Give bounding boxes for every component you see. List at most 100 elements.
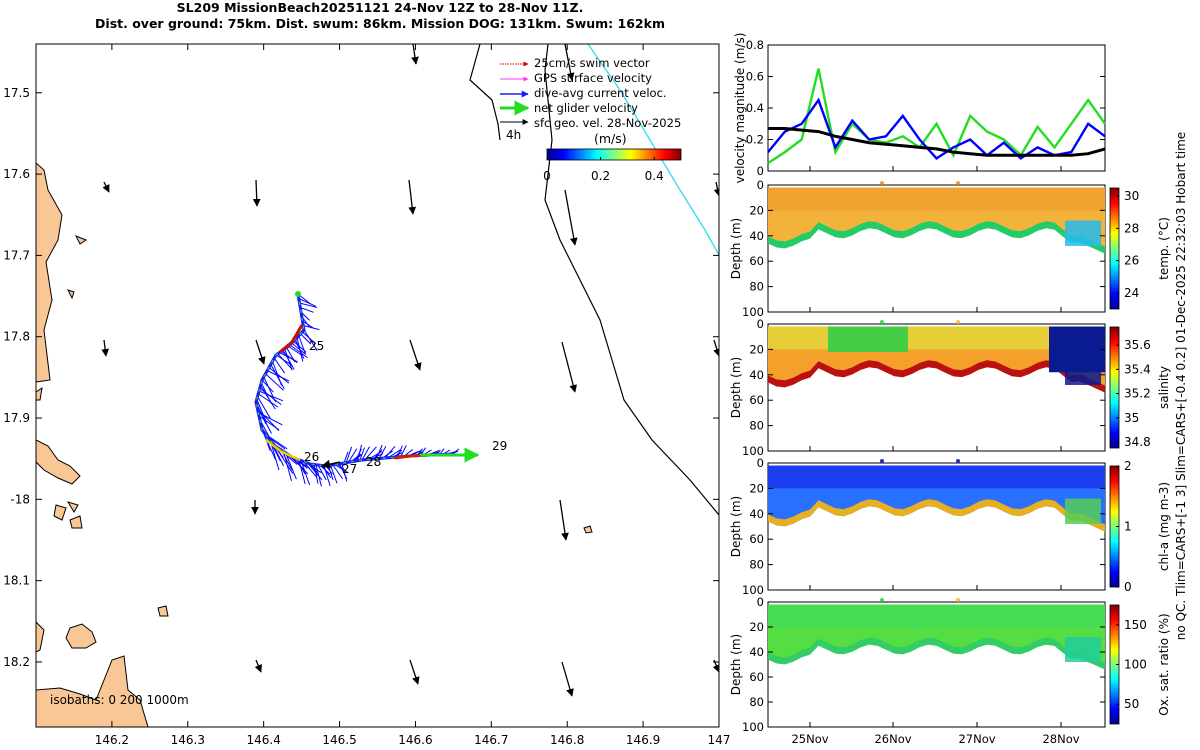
velocity-axes (767, 44, 1106, 172)
velocity-ytick-label: 0.4 (746, 101, 764, 115)
section-surface-layer (768, 465, 1105, 489)
section-ytick-label: 80 (749, 419, 764, 433)
current-vector (317, 464, 327, 481)
current-vector (313, 464, 319, 484)
map-ytick-label: 17.7 (3, 248, 30, 262)
map-ytick-label: 17.8 (3, 330, 30, 344)
velocity-lines (767, 68, 1106, 165)
current-vector (330, 465, 338, 484)
section-green-patch (828, 326, 908, 352)
section-ytick-label: 80 (749, 280, 764, 294)
map-xtick-label: 146.3 (171, 733, 205, 747)
section-deep-end (1065, 220, 1101, 246)
map-panel: 25 26 27 28 29 4h isobaths: 0 200 1000m … (3, 43, 730, 747)
map-xtick-label: 146.2 (95, 733, 129, 747)
current-vector (270, 364, 285, 390)
current-vector (274, 445, 294, 475)
day-label-28: 28 (366, 455, 381, 469)
land-island-4 (69, 515, 83, 529)
section-panel-1: 0 20 40 60 80 100 Depth (m) 30 28 26 24 temp. (°C) (729, 178, 1171, 319)
section-ytick-label: 20 (749, 481, 764, 495)
section-ytick-label: 40 (749, 507, 764, 521)
current-vector (273, 357, 286, 374)
land-islet-2 (74, 235, 88, 245)
map-xtick-label: 146.8 (550, 733, 584, 747)
section-panel-2: 0 20 40 60 80 100 Depth (m) 35.6 35.4 35.2 35 34.8 s… (729, 317, 1171, 458)
current-vector (268, 367, 290, 384)
current-vector (300, 460, 311, 486)
current-vector (257, 396, 271, 419)
current-position-arrow (321, 459, 341, 469)
velocity-panel: 0 0.2 0.4 0.6 0.8 velocity magnitude (m/s) (733, 33, 1106, 183)
time-tick-label: 25Nov (791, 732, 828, 746)
colorbar-tick-label: 30 (1124, 189, 1139, 203)
colorbar-tick-label: 0 (1124, 580, 1132, 594)
colorbar-tick-label: 1 (1124, 520, 1132, 534)
section-ytick-label: 100 (742, 720, 764, 734)
current-vector (303, 325, 320, 331)
current-vector (293, 340, 307, 353)
current-vector (257, 393, 279, 408)
track-segment-yellow (265, 439, 301, 462)
time-tick-label: 28Nov (1042, 732, 1079, 746)
surface-marker (956, 459, 960, 463)
current-vector (275, 354, 293, 366)
surface-marker (880, 320, 884, 324)
glider-path-colored (255, 293, 456, 467)
side-note: no QC. Tlim=CARS+[-1 3] Slim=CARS+[-0.4 … (1174, 132, 1188, 640)
title-line-2: Dist. over ground: 75km. Dist. swum: 86k… (95, 16, 665, 31)
current-vector (289, 344, 308, 359)
time-tick-label: 27Nov (958, 732, 995, 746)
current-vector (258, 415, 280, 431)
section-ylabel: Depth (m) (729, 634, 743, 695)
surface-marker (956, 181, 960, 185)
section-ylabel: Depth (m) (729, 357, 743, 418)
isobath-1000m (587, 44, 719, 256)
current-vector (258, 412, 283, 426)
day-label-29: 29 (492, 439, 507, 453)
section-ytick-label: 60 (749, 670, 764, 684)
colorbar-tick-label: 35.2 (1124, 387, 1151, 401)
map-ytick-label: 17.6 (3, 167, 30, 181)
series-line-sfc-geo-vel- (768, 127, 1106, 157)
velocity-ytick-label: 0.8 (746, 38, 764, 52)
section-band (768, 499, 1105, 532)
colorbar-tick-label: 35.4 (1124, 362, 1151, 376)
day-label-25: 25 (309, 339, 324, 353)
map-ytick-label: 17.9 (3, 411, 30, 425)
track-segment-red (279, 324, 304, 354)
land-island-3 (66, 501, 79, 513)
current-vector (258, 390, 284, 402)
map-legend: 25cm/s swim vector GPS surface velocity … (500, 56, 682, 183)
colorbar-label: salinity (1157, 366, 1171, 409)
coastline-land (36, 162, 593, 727)
series-line-dive-avg-current-veloc- (767, 97, 1106, 160)
section-ytick-label: 0 (757, 595, 764, 609)
surface-marker (880, 459, 884, 463)
section-panel-3: 0 20 40 60 80 100 Depth (m) 2 1 0 chl-a (mg m-3) (729, 456, 1171, 597)
current-vector (343, 451, 349, 464)
current-vector (302, 461, 317, 478)
current-vector (298, 298, 317, 307)
section-ytick-label: 60 (749, 254, 764, 268)
time-label: 4h (506, 128, 521, 142)
velocity-colorbar (546, 148, 682, 161)
series-line-net-glider-velocity (767, 68, 1106, 165)
current-vector (361, 446, 370, 461)
current-vector (300, 307, 314, 313)
velocity-ytick-label: 0.2 (746, 133, 764, 147)
map-background (36, 44, 719, 727)
day-label-26: 26 (304, 450, 319, 464)
current-vector (336, 463, 349, 474)
legend-geo-velocity: sfc geo. vel. 28-Nov-2025 (534, 116, 681, 130)
colorbar-label: Ox. sat. ratio (%) (1157, 613, 1171, 715)
colorbar-tick-label: 50 (1124, 697, 1139, 711)
current-vector (378, 446, 387, 459)
velocity-ytick-label: 0 (757, 164, 764, 178)
current-vector (256, 399, 267, 423)
current-vector (384, 446, 396, 459)
land-islet (36, 386, 43, 401)
legend-swim-vector: 25cm/s swim vector (534, 56, 650, 70)
current-vector (359, 447, 365, 461)
